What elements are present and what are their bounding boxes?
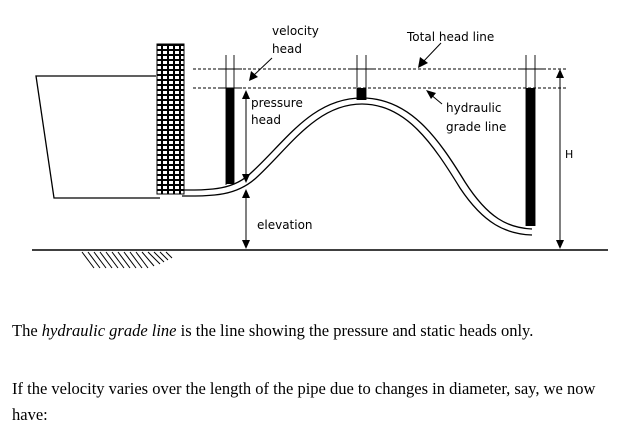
hydraulic-grade-line-pointer xyxy=(426,90,443,105)
pressure-head-label-line2: head xyxy=(251,113,281,127)
hgl-definition-paragraph: The hydraulic grade line is the line sho… xyxy=(12,318,533,344)
elevation-label: elevation xyxy=(257,218,313,232)
p1-after: is the line showing the pressure and sta… xyxy=(176,321,534,340)
H-label: H xyxy=(565,148,573,161)
pressure-head-arrow xyxy=(242,90,250,183)
ground-hatching xyxy=(81,251,173,269)
velocity-variation-paragraph: If the velocity varies over the length o… xyxy=(12,379,596,424)
pressure-head-label-line1: pressure xyxy=(251,96,303,110)
pipe xyxy=(181,97,533,236)
total-head-H-arrow xyxy=(556,69,564,249)
head-line-ticks xyxy=(218,68,543,89)
piezometer-tubes xyxy=(225,55,536,226)
elevation-arrow xyxy=(242,189,250,249)
velocity-head-label-line1: velocity xyxy=(272,24,319,38)
p1-before: The xyxy=(12,321,42,340)
hydraulic-grade-line-label-line1: hydraulic xyxy=(446,101,501,115)
dam-wall xyxy=(156,43,185,195)
reservoir xyxy=(35,75,160,199)
velocity-head-arrow xyxy=(249,57,273,81)
hydraulic-grade-line-label-line2: grade line xyxy=(446,120,506,134)
velocity-head-label-line2: head xyxy=(272,42,302,56)
total-head-line-label: Total head line xyxy=(406,30,494,44)
hgl-term: hydraulic grade line xyxy=(41,321,177,340)
total-head-line-pointer xyxy=(418,42,442,68)
